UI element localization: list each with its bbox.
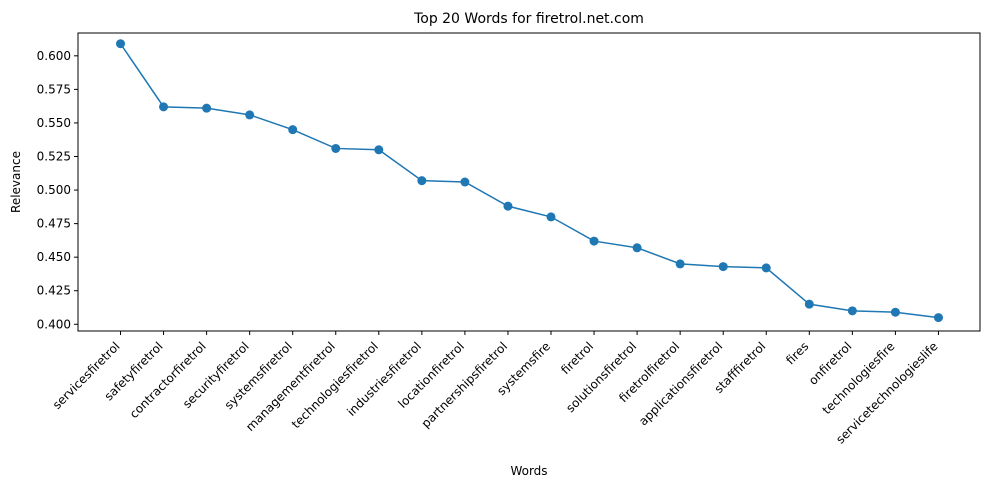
data-point — [417, 176, 427, 186]
data-point — [503, 201, 513, 211]
y-tick-label: 0.500 — [37, 183, 71, 197]
data-point — [589, 236, 599, 246]
data-point — [331, 143, 341, 153]
data-point — [632, 243, 642, 253]
chart-title: Top 20 Words for firetrol.net.com — [413, 11, 644, 27]
x-axis-label: Words — [510, 464, 547, 478]
y-tick-label: 0.600 — [37, 49, 71, 63]
data-point — [718, 262, 728, 272]
data-point — [933, 313, 943, 323]
data-point — [288, 125, 298, 135]
y-tick-label: 0.475 — [37, 217, 71, 231]
data-point — [761, 263, 771, 273]
data-point — [804, 299, 814, 309]
y-axis-label: Relevance — [9, 151, 23, 213]
data-point — [546, 212, 556, 222]
y-tick-label: 0.525 — [37, 149, 71, 163]
data-point — [116, 39, 125, 49]
data-point — [374, 145, 384, 155]
data-point — [675, 259, 685, 269]
y-axis: 0.400 0.425 0.450 0.475 0.500 0.525 0.550 0.575… — [37, 49, 78, 331]
y-tick-label: 0.425 — [37, 284, 71, 298]
y-tick-label: 0.450 — [37, 250, 71, 264]
data-point — [460, 177, 470, 187]
data-point — [890, 307, 900, 317]
data-point — [847, 306, 857, 316]
y-tick-label: 0.400 — [37, 317, 71, 331]
data-point — [245, 110, 255, 120]
y-tick-label: 0.550 — [37, 116, 71, 130]
series — [116, 39, 943, 323]
series-line — [119, 43, 939, 319]
data-point — [202, 103, 212, 113]
y-tick-label: 0.575 — [37, 82, 71, 96]
plot-frame — [77, 32, 981, 332]
data-point — [159, 102, 169, 112]
